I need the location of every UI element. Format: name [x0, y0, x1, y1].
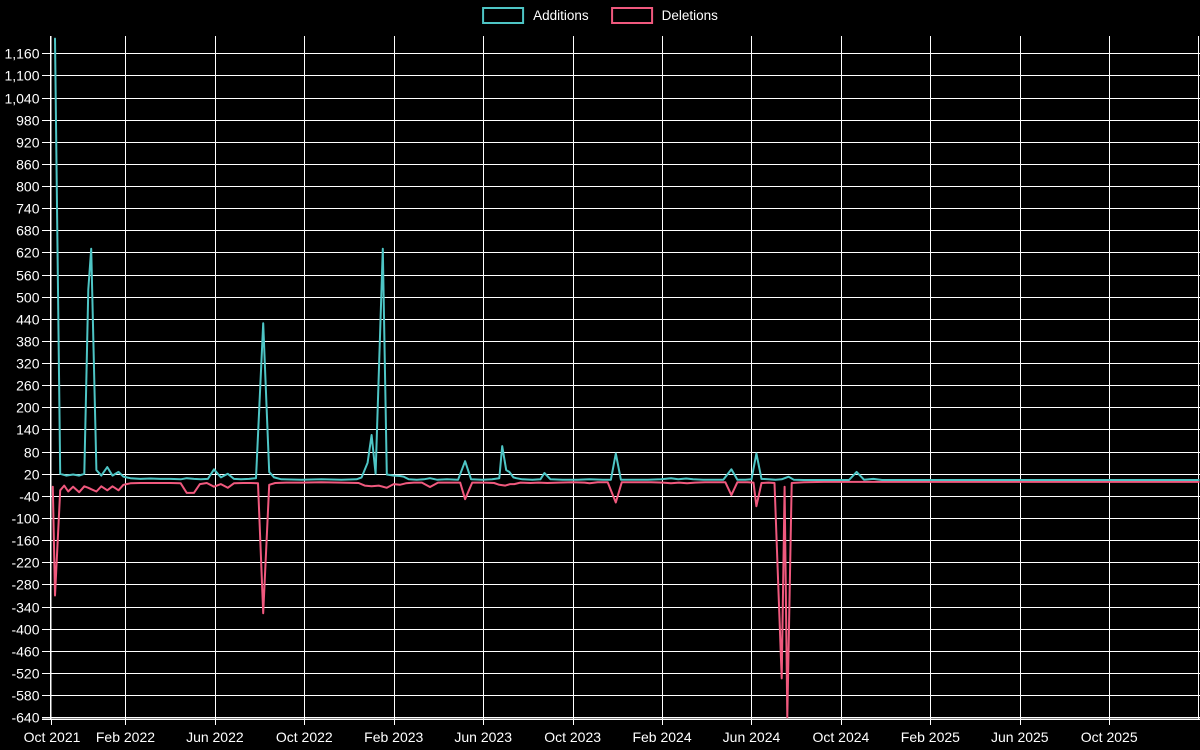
y-tick-label: -640	[11, 710, 39, 726]
legend-label-deletions: Deletions	[661, 7, 718, 23]
y-tick-label: 1,160	[4, 46, 39, 62]
x-tick-label: Feb 2022	[96, 729, 155, 745]
series-line-additions	[54, 37, 1200, 481]
y-tick-label: 80	[24, 445, 40, 461]
x-tick-label: Jun 2025	[991, 729, 1049, 745]
x-tick-label: Oct 2024	[813, 729, 870, 745]
y-tick-label: -40	[19, 489, 39, 505]
deletions-swatch-icon	[610, 7, 653, 24]
legend-label-additions: Additions	[533, 7, 589, 23]
y-tick-label: 320	[16, 356, 40, 372]
legend-item-additions[interactable]: Additions	[482, 7, 589, 24]
x-tick-label: Oct 2025	[1081, 729, 1138, 745]
y-tick-label: 500	[16, 290, 40, 306]
x-tick-label: Jun 2024	[723, 729, 781, 745]
legend-item-deletions[interactable]: Deletions	[610, 7, 718, 24]
y-tick-label: 560	[16, 268, 40, 284]
chart-legend: Additions Deletions	[482, 7, 718, 24]
x-tick-label: Feb 2024	[632, 729, 691, 745]
y-tick-label: 1,100	[4, 68, 39, 84]
y-tick-label: 800	[16, 179, 40, 195]
y-tick-label: 260	[16, 378, 40, 394]
x-tick-label: Feb 2023	[364, 729, 423, 745]
y-tick-label: 20	[24, 467, 40, 483]
gridlines	[50, 36, 1200, 719]
x-tick-label: Jun 2022	[186, 729, 244, 745]
y-tick-label: -460	[11, 644, 39, 660]
y-tick-label: -520	[11, 666, 39, 682]
y-tick-label: 920	[16, 135, 40, 151]
x-tick-label: Jun 2023	[454, 729, 512, 745]
y-tick-label: 200	[16, 400, 40, 416]
series-line-deletions	[51, 480, 1200, 719]
x-tick-label: Oct 2021	[24, 729, 81, 745]
y-axis: 1,160 1,100 1,040 980 920 860 800 740 680 620 560 5…	[4, 46, 51, 726]
y-tick-label: 440	[16, 312, 40, 328]
y-tick-label: 620	[16, 245, 40, 261]
y-tick-label: 140	[16, 422, 40, 438]
y-tick-label: -580	[11, 688, 39, 704]
y-tick-label: 980	[16, 113, 40, 129]
y-tick-label: -400	[11, 622, 39, 638]
y-tick-label: 380	[16, 334, 40, 350]
y-tick-label: 740	[16, 201, 40, 217]
y-tick-label: -100	[11, 511, 39, 527]
y-tick-label: -340	[11, 600, 39, 616]
x-tick-label: Oct 2023	[544, 729, 601, 745]
y-tick-label: -280	[11, 577, 39, 593]
y-tick-label: 860	[16, 157, 40, 173]
y-tick-label: 1,040	[4, 91, 39, 107]
x-tick-label: Oct 2022	[276, 729, 333, 745]
x-tick-label: Feb 2025	[901, 729, 960, 745]
y-tick-label: -160	[11, 533, 39, 549]
y-tick-label: -220	[11, 555, 39, 571]
additions-swatch-icon	[482, 7, 525, 24]
x-axis: Oct 2021 Feb 2022 Jun 2022 Oct 2022 Feb 2023…	[24, 719, 1138, 745]
y-tick-label: 680	[16, 223, 40, 239]
